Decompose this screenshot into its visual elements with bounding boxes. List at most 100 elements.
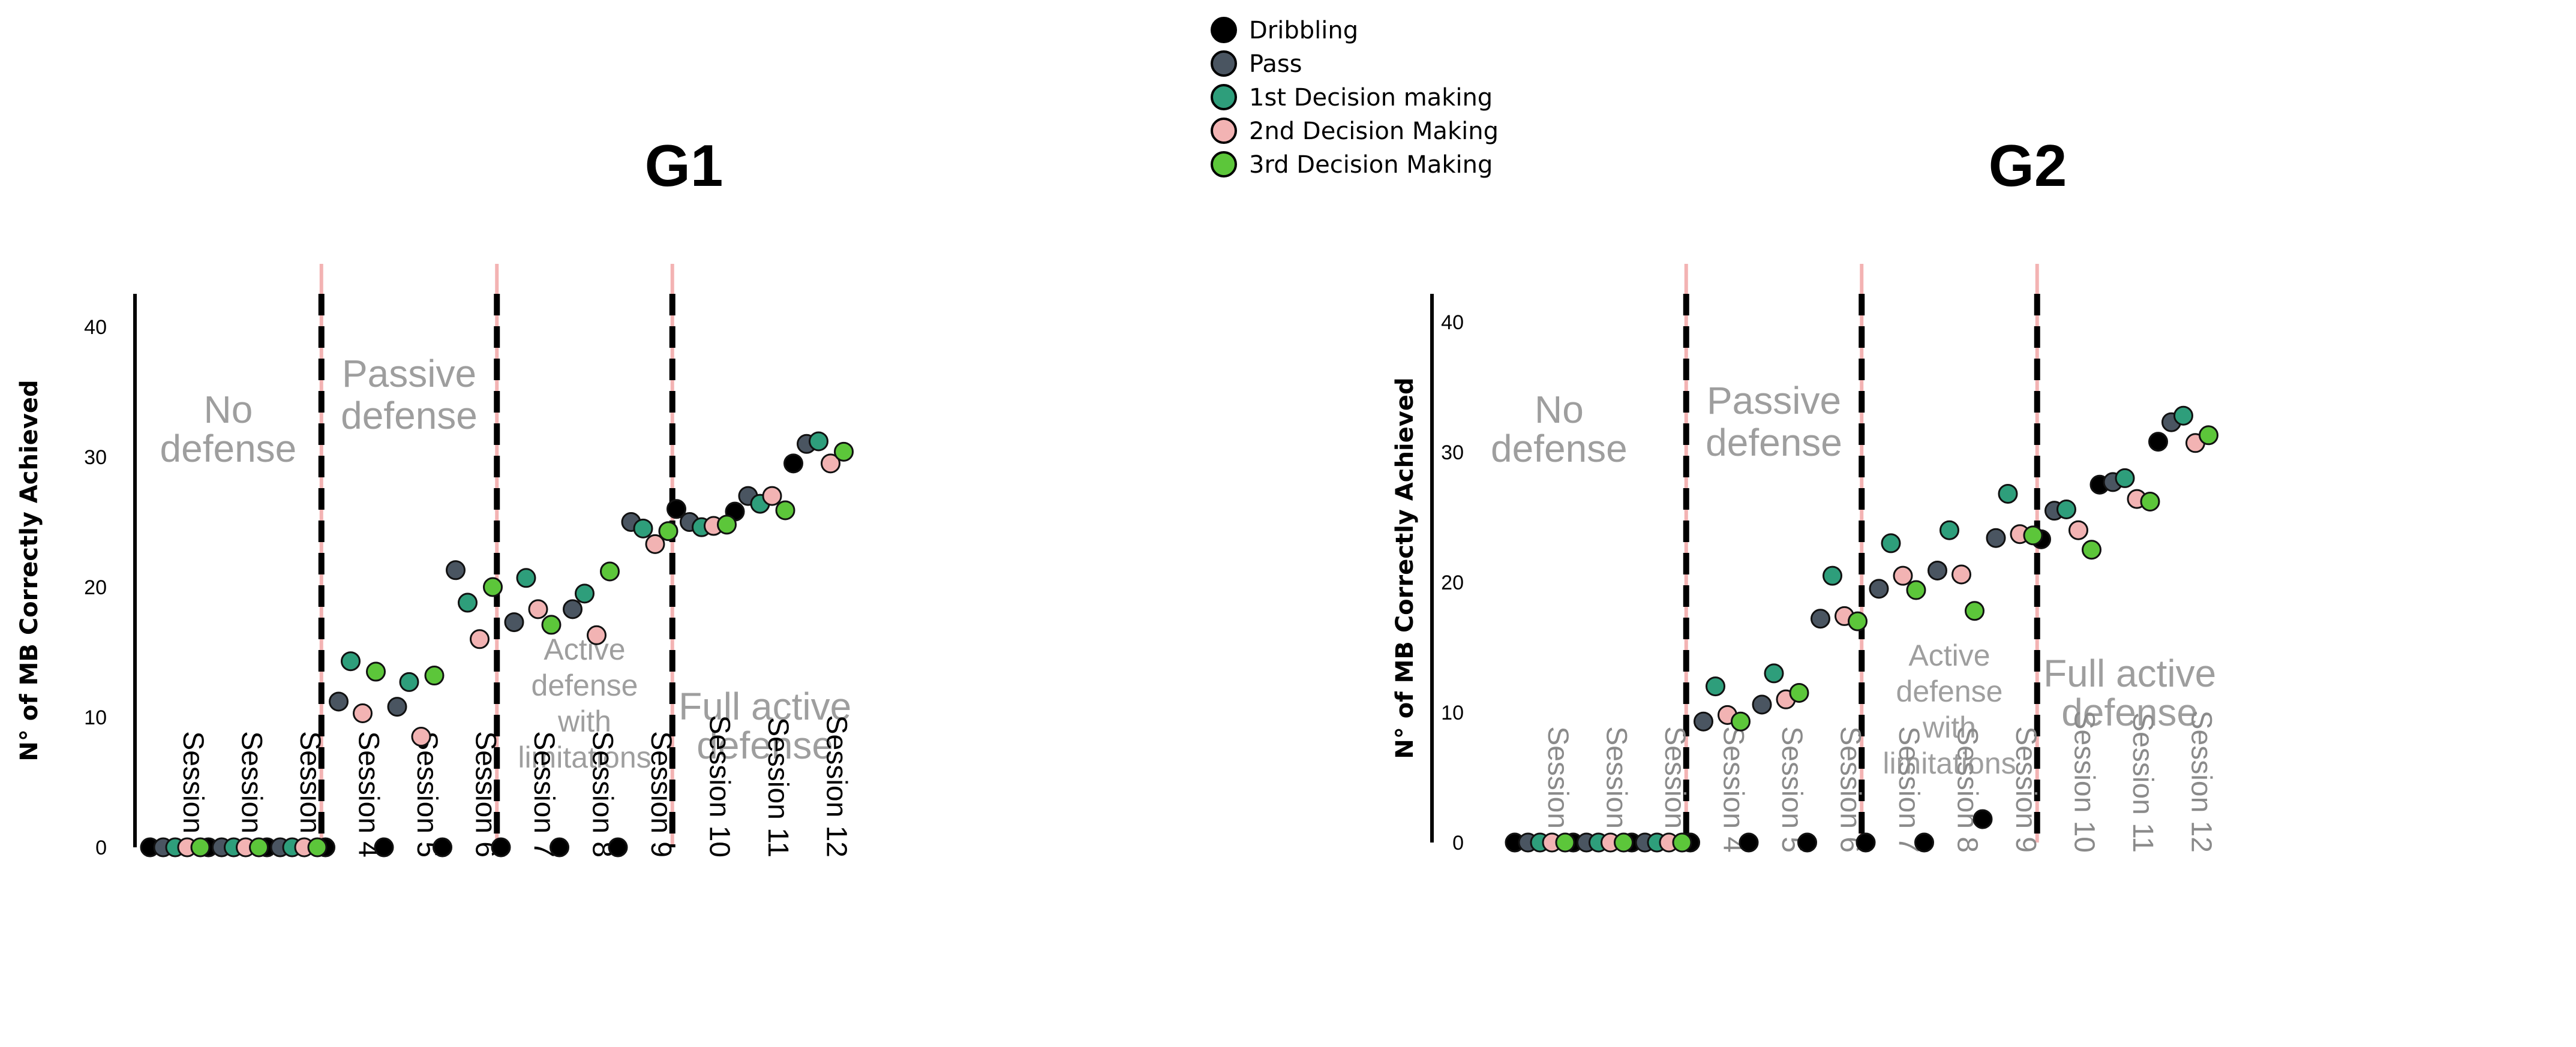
y-tick-label: 0: [95, 837, 107, 859]
phase-label-active-defense-with-limitations: limitations: [518, 741, 651, 774]
point-2nd-decision-making-session-7: [528, 599, 548, 619]
point-2nd-decision-making-session-5: [411, 727, 431, 747]
x-tick-session-3: Session 3: [294, 731, 326, 858]
point-3rd-decision-making-session-2: [249, 837, 269, 858]
y-tick-label: 30: [84, 446, 107, 469]
y-tick-label: 10: [1441, 702, 1464, 724]
y-tick-label: 20: [84, 576, 107, 599]
y-tick-label: 40: [84, 316, 107, 339]
point-3rd-decision-making-session-12: [2199, 425, 2218, 446]
chart-g2: G2 0 10 20 30 40 N° of MB Correctly Achieved No…: [1391, 133, 2218, 855]
x-tick-session-11: Session 11: [2127, 712, 2158, 853]
x-tick-session-12: Session 12: [821, 715, 852, 858]
legend-marker-pass: [1211, 50, 1237, 77]
point-3rd-decision-making-session-12: [834, 441, 854, 462]
point-pass-session-5: [1752, 694, 1772, 715]
point-1st-decision-making-session-5: [1764, 663, 1784, 684]
phase-label-full-active-defense: defense: [696, 724, 833, 767]
point-1st-decision-making-session-7: [1881, 533, 1901, 553]
phase-label-no-defense: No: [1535, 388, 1584, 431]
legend-marker-3rd-decision-making: [1211, 151, 1237, 177]
point-3rd-decision-making-session-8: [1965, 601, 1984, 621]
point-3rd-decision-making-session-6: [1848, 611, 1868, 631]
legend-label-dribbling: Dribbling: [1249, 17, 1358, 44]
point-dribbling-session-8: [1914, 832, 1934, 853]
x-tick-session-6: Session 6: [470, 731, 502, 858]
x-tick-session-3: Session 3: [1659, 726, 1691, 853]
point-1st-decision-making-session-9: [1998, 483, 2018, 504]
point-dribbling-session-9: [1972, 809, 1993, 829]
point-2nd-decision-making-session-6: [470, 629, 490, 649]
phase-label-passive-defense: defense: [341, 394, 478, 437]
phase-label-active-defense-with-limitations: Active: [544, 633, 625, 666]
point-2nd-decision-making-session-10: [2068, 520, 2088, 540]
x-tick-session-4: Session 4: [353, 731, 385, 858]
point-dribbling-session-9: [608, 837, 628, 858]
x-tick-session-1: Session 1: [177, 731, 209, 858]
point-pass-session-7: [504, 612, 524, 633]
point-1st-decision-making-session-4: [341, 651, 361, 672]
phase-label-active-defense-with-limitations: defense: [532, 669, 638, 702]
point-pass-session-5: [387, 697, 407, 717]
phase-label-active-defense-with-limitations: limitations: [1883, 747, 2016, 780]
point-dribbling-session-12: [783, 453, 803, 474]
point-2nd-decision-making-session-4: [353, 703, 373, 723]
phase-label-no-defense: defense: [160, 427, 297, 470]
point-1st-decision-making-session-4: [1706, 676, 1725, 697]
point-1st-decision-making-session-9: [633, 518, 653, 538]
phase-label-full-active-defense: Full active: [678, 685, 851, 728]
x-tick-session-6: Session 6: [1835, 726, 1866, 853]
x-tick-session-7: Session 7: [1893, 726, 1925, 853]
point-dribbling-session-10: [666, 499, 686, 519]
x-tick-session-8: Session 8: [587, 731, 619, 858]
x-tick-session-5: Session 5: [411, 731, 443, 858]
x-tick-session-10: Session 10: [2068, 711, 2100, 853]
y-tick-label: 20: [1441, 571, 1464, 594]
point-1st-decision-making-session-6: [458, 592, 478, 613]
point-dribbling-session-5: [1739, 832, 1759, 853]
point-3rd-decision-making-session-4: [366, 661, 386, 682]
point-3rd-decision-making-session-4: [1731, 711, 1751, 732]
point-3rd-decision-making-session-7: [1906, 580, 1926, 600]
y-axis-label: N° of MB Correctly Achieved: [16, 380, 43, 761]
point-dribbling-session-6: [433, 837, 452, 858]
x-tick-session-1: Session 1: [1542, 726, 1574, 853]
point-dribbling-session-6: [1797, 832, 1817, 853]
point-pass-session-6: [446, 560, 466, 580]
point-3rd-decision-making-session-11: [775, 500, 795, 521]
point-pass-session-8: [563, 599, 583, 619]
point-dribbling-session-8: [550, 837, 569, 858]
point-1st-decision-making-session-6: [1823, 565, 1842, 586]
point-2nd-decision-making-session-8: [587, 625, 607, 645]
point-1st-decision-making-session-8: [575, 583, 595, 604]
point-3rd-decision-making-session-3: [1672, 832, 1692, 853]
point-3rd-decision-making-session-11: [2140, 491, 2160, 512]
phase-label-no-defense: No: [203, 388, 253, 431]
point-pass-session-4: [329, 691, 349, 712]
point-3rd-decision-making-session-7: [541, 615, 562, 635]
legend-marker-dribbling: [1211, 17, 1237, 43]
phase-label-active-defense-with-limitations: Active: [1908, 639, 1990, 672]
y-tick-label: 0: [1452, 832, 1464, 855]
chart-g1: G1 0 10 20 30 40 N° of MB Correctly Achieved No…: [16, 133, 854, 859]
point-3rd-decision-making-session-9: [2023, 525, 2043, 546]
x-tick-session-4: Session 4: [1718, 726, 1749, 853]
point-dribbling-session-12: [2148, 432, 2168, 452]
point-2nd-decision-making-session-7: [1893, 565, 1913, 586]
point-pass-session-4: [1694, 711, 1713, 732]
point-3rd-decision-making-session-6: [483, 577, 503, 597]
point-2nd-decision-making-session-12: [821, 453, 840, 474]
x-tick-session-5: Session 5: [1776, 726, 1808, 853]
point-3rd-decision-making-session-9: [658, 521, 678, 541]
point-1st-decision-making-session-10: [2056, 499, 2076, 519]
legend-marker-2nd-decision-making: [1211, 118, 1237, 144]
point-3rd-decision-making-session-5: [424, 666, 445, 686]
point-dribbling-session-5: [374, 837, 394, 858]
chart-title: G2: [1989, 133, 2067, 198]
x-tick-session-12: Session 12: [2185, 711, 2217, 853]
x-tick-session-2: Session 2: [236, 731, 268, 858]
x-tick-session-10: Session 10: [704, 715, 735, 858]
legend-label-2nd-decision-making: 2nd Decision Making: [1249, 118, 1499, 145]
point-1st-decision-making-session-11: [2115, 468, 2135, 488]
